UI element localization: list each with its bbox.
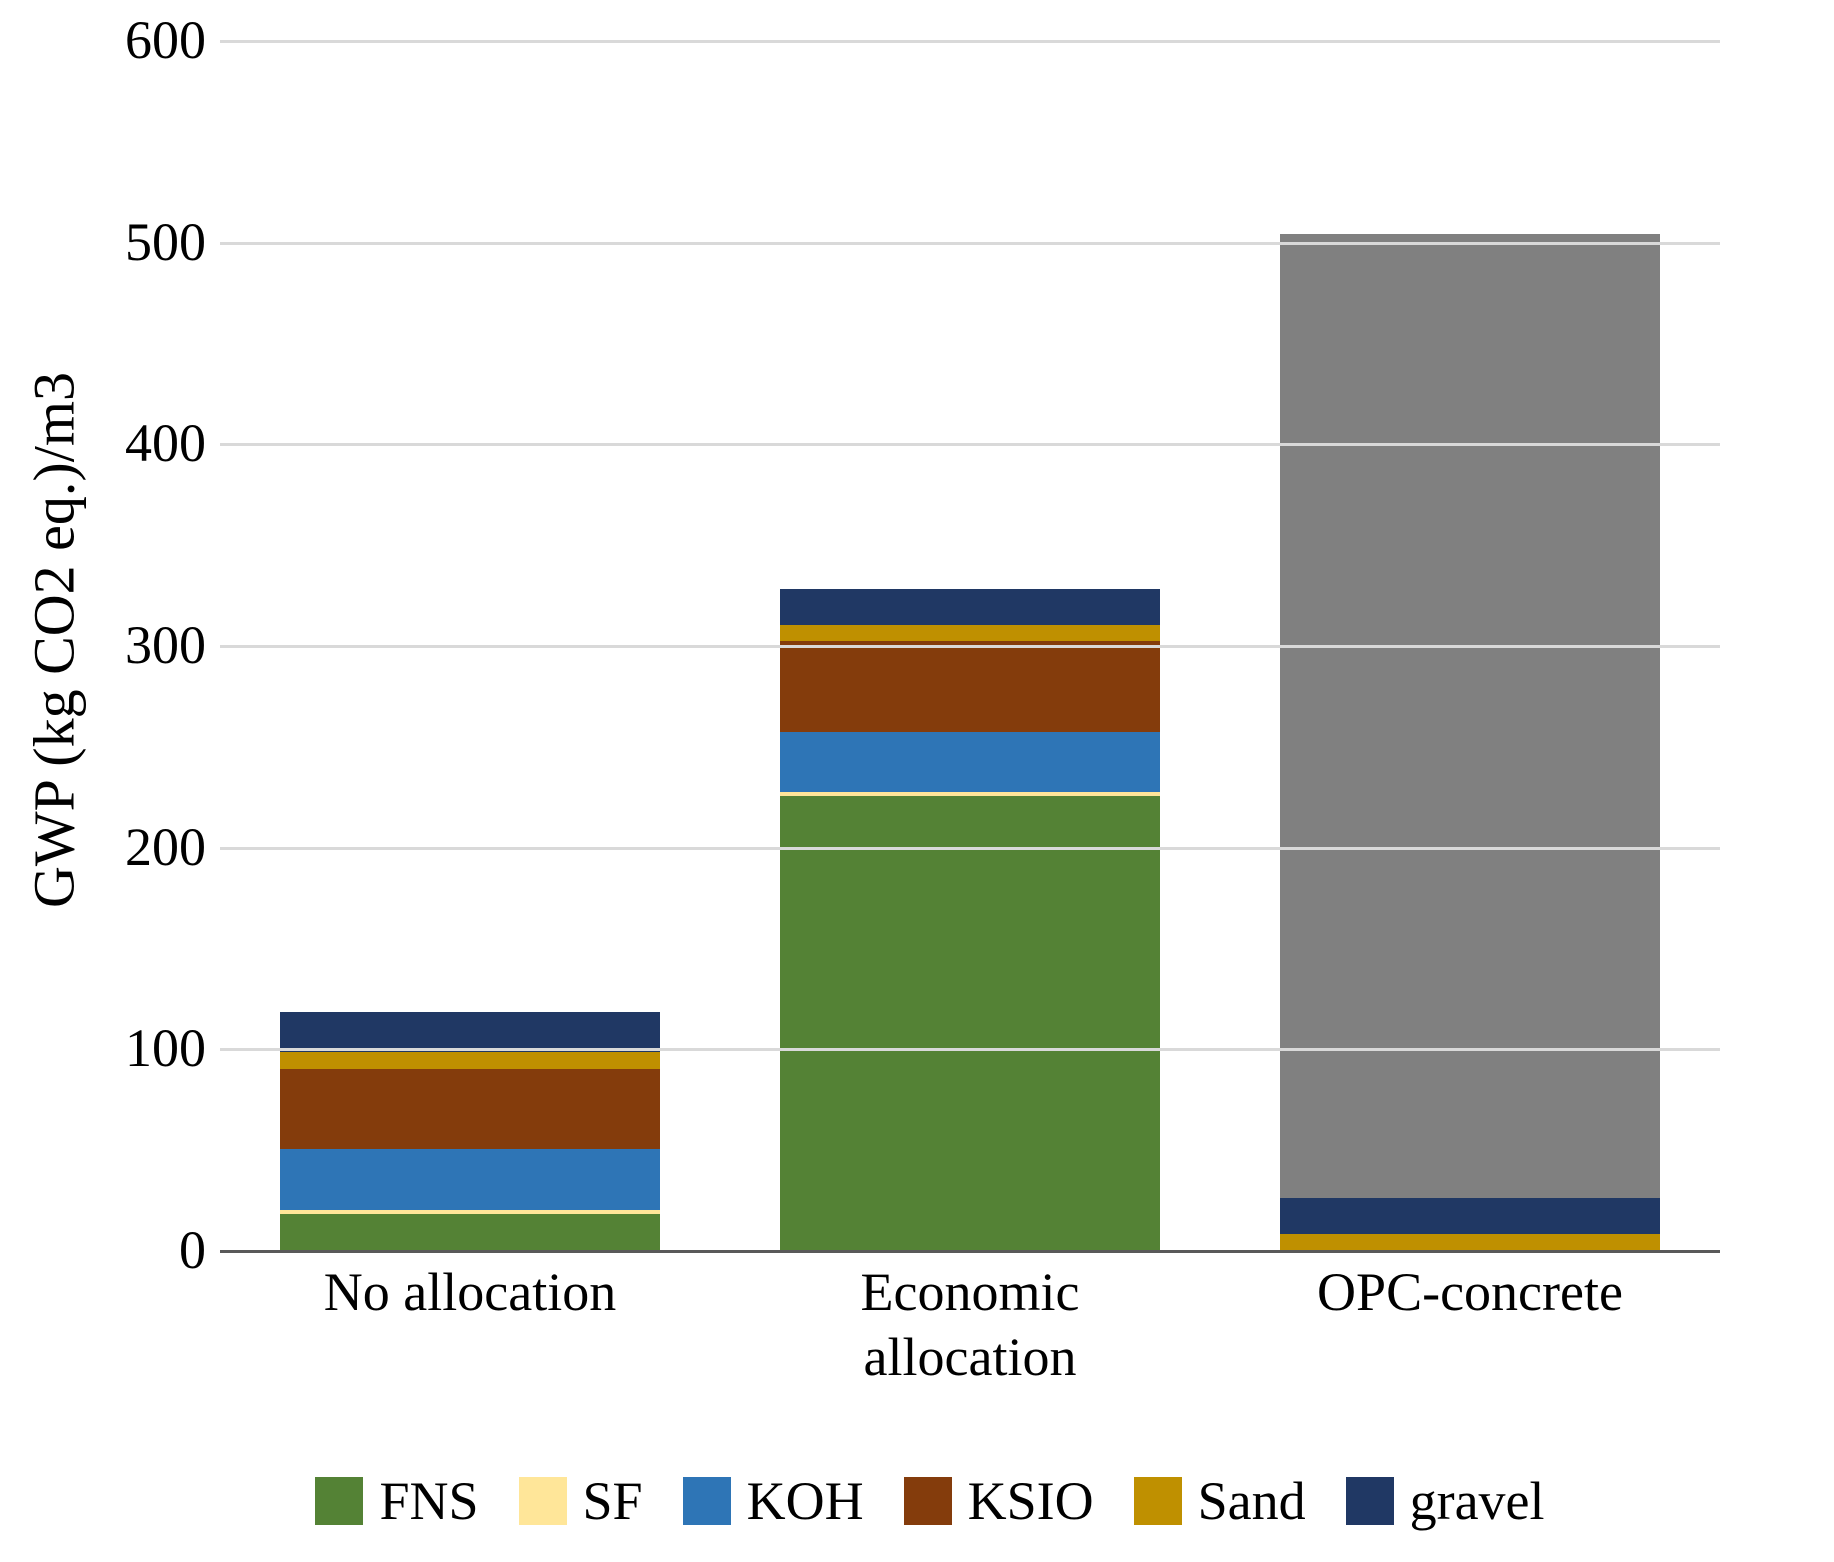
segment-ksio xyxy=(780,641,1160,732)
y-tick-label: 0 xyxy=(179,1219,220,1281)
legend-item-sf: SF xyxy=(519,1470,643,1532)
grid-line xyxy=(220,645,1720,648)
legend-swatch xyxy=(1134,1477,1182,1525)
y-tick-label: 300 xyxy=(125,614,220,676)
segment-fns xyxy=(280,1214,660,1250)
legend-item-fns: FNS xyxy=(315,1470,478,1532)
legend-swatch xyxy=(315,1477,363,1525)
legend-item-sand: Sand xyxy=(1134,1470,1306,1532)
grid-line xyxy=(220,847,1720,850)
grid-line xyxy=(220,40,1720,43)
legend-label: gravel xyxy=(1410,1470,1545,1532)
grid-line xyxy=(220,1048,1720,1051)
y-tick-label: 600 xyxy=(125,9,220,71)
segment-gravel xyxy=(1280,1198,1660,1234)
segment-fns xyxy=(780,796,1160,1250)
legend-swatch xyxy=(519,1477,567,1525)
grid-line xyxy=(220,443,1720,446)
plot-area: 0100200300400500600 xyxy=(220,40,1720,1253)
legend-item-ksio: KSIO xyxy=(904,1470,1094,1532)
legend-swatch xyxy=(904,1477,952,1525)
y-tick-label: 400 xyxy=(125,412,220,474)
y-axis-title: GWP (kg CO2 eq.)/m3 xyxy=(21,372,88,908)
legend-item-koh: KOH xyxy=(683,1470,864,1532)
segment-sand xyxy=(280,1052,660,1068)
segment-ksio xyxy=(280,1069,660,1150)
legend-swatch xyxy=(683,1477,731,1525)
segment-sand xyxy=(1280,1234,1660,1250)
legend-swatch xyxy=(1346,1477,1394,1525)
segment-koh xyxy=(780,732,1160,793)
y-tick-label: 500 xyxy=(125,211,220,273)
legend-item-gravel: gravel xyxy=(1346,1470,1545,1532)
segment-koh xyxy=(280,1149,660,1210)
x-label: Economic allocation xyxy=(780,1260,1160,1390)
legend: FNS SF KOH KSIO Sand gravel xyxy=(120,1470,1740,1532)
segment-opc xyxy=(1280,234,1660,1198)
legend-label: KSIO xyxy=(968,1470,1094,1532)
x-label: OPC-concrete xyxy=(1280,1260,1660,1390)
segment-sand xyxy=(780,625,1160,641)
grid-line xyxy=(220,242,1720,245)
segment-gravel xyxy=(280,1012,660,1052)
legend-label: Sand xyxy=(1198,1470,1306,1532)
legend-label: KOH xyxy=(747,1470,864,1532)
segment-gravel xyxy=(780,589,1160,625)
x-labels: No allocation Economic allocation OPC-conc… xyxy=(220,1260,1720,1390)
y-tick-label: 100 xyxy=(125,1017,220,1079)
gwp-stacked-bar-chart: GWP (kg CO2 eq.)/m3 0100200300400500600 … xyxy=(0,0,1834,1562)
y-tick-label: 200 xyxy=(125,816,220,878)
x-label: No allocation xyxy=(280,1260,660,1390)
legend-label: SF xyxy=(583,1470,643,1532)
legend-label: FNS xyxy=(379,1470,478,1532)
